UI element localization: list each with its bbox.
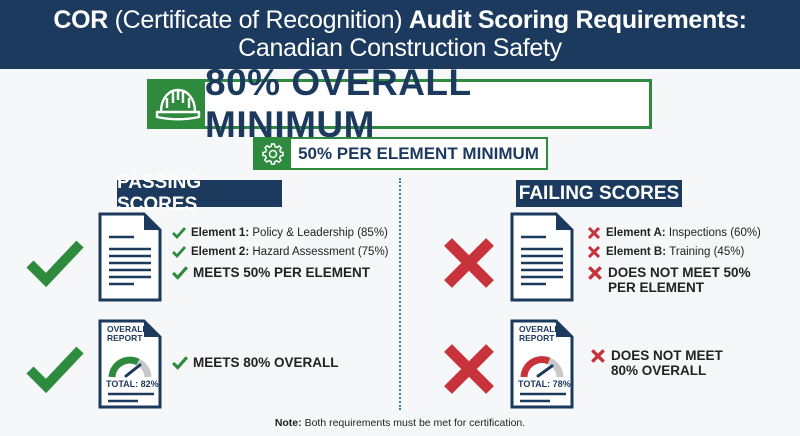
- list-item: Element B: Training (45%): [587, 246, 761, 258]
- footer-note: Note: Both requirements must be met for …: [274, 417, 526, 429]
- overall-report-icon: OVERALL REPORT TOTAL: 82%: [98, 319, 162, 409]
- list-item: Element 1: Policy & Leadership (85%): [172, 227, 389, 239]
- passing-overall-result: MEETS 80% OVERALL: [172, 355, 339, 377]
- large-check-icon: [26, 346, 84, 394]
- large-x-icon: [444, 344, 494, 394]
- per-element-result: DOES NOT MEET 50% PER ELEMENT: [587, 265, 761, 295]
- overall-result: MEETS 80% OVERALL: [172, 355, 339, 370]
- passing-scores-heading: PASSING SCORES: [117, 172, 282, 215]
- check-icon: [172, 356, 188, 370]
- passing-element-list: Element 1: Policy & Leadership (85%) Ele…: [172, 227, 389, 287]
- x-icon: [591, 349, 605, 363]
- document-icon: [98, 212, 162, 302]
- page-title: COR (Certificate of Recognition) Audit S…: [53, 6, 747, 34]
- failing-element-list: Element A: Inspections (60%) Element B: …: [587, 227, 761, 302]
- large-x-icon: [444, 238, 494, 288]
- overall-minimum-banner: 80% OVERALL MINIMUM: [147, 62, 652, 145]
- failing-scores-heading: FAILING SCORES: [516, 180, 682, 207]
- check-icon: [172, 246, 186, 258]
- x-icon: [588, 266, 602, 280]
- gear-icon: [255, 139, 291, 168]
- x-icon: [587, 227, 601, 239]
- page-subtitle: Canadian Construction Safety: [238, 34, 562, 62]
- large-check-icon: [26, 240, 84, 288]
- document-icon: [510, 212, 574, 302]
- total-score: TOTAL: 82%: [106, 379, 159, 389]
- overall-report-icon: OVERALL REPORT TOTAL: 78%: [510, 319, 574, 409]
- overall-minimum-label: 80% OVERALL MINIMUM: [205, 62, 649, 145]
- section-divider: [399, 178, 401, 410]
- per-element-minimum-banner: 50% PER ELEMENT MINIMUM: [253, 137, 548, 170]
- hard-hat-icon: [150, 82, 205, 126]
- page-header: COR (Certificate of Recognition) Audit S…: [0, 0, 800, 69]
- total-score: TOTAL: 78%: [518, 379, 571, 389]
- check-icon: [172, 266, 188, 280]
- per-element-result: MEETS 50% PER ELEMENT: [172, 265, 389, 280]
- per-element-minimum-label: 50% PER ELEMENT MINIMUM: [291, 139, 546, 168]
- x-icon: [587, 246, 601, 258]
- failing-overall-result: DOES NOT MEET 80% OVERALL: [590, 348, 723, 385]
- list-item: Element A: Inspections (60%): [587, 227, 761, 239]
- check-icon: [172, 227, 186, 239]
- list-item: Element 2: Hazard Assessment (75%): [172, 246, 389, 258]
- overall-result: DOES NOT MEET 80% OVERALL: [590, 348, 723, 378]
